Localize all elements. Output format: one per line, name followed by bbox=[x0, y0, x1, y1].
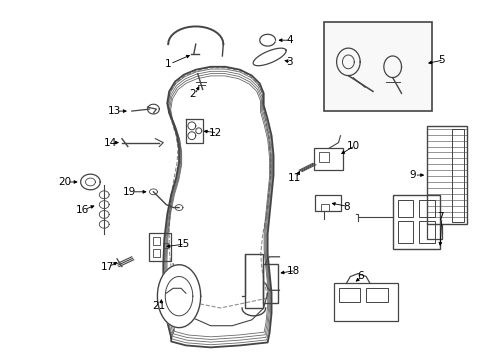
Bar bbox=[452, 129, 464, 222]
Text: 20: 20 bbox=[58, 177, 72, 187]
Text: 19: 19 bbox=[123, 187, 136, 197]
Bar bbox=[163, 243, 168, 248]
Text: 15: 15 bbox=[176, 239, 190, 249]
Bar bbox=[397, 200, 414, 217]
Text: 12: 12 bbox=[209, 128, 222, 138]
Text: 6: 6 bbox=[357, 271, 364, 282]
Bar bbox=[419, 221, 435, 243]
Bar bbox=[153, 249, 160, 257]
Text: 17: 17 bbox=[100, 262, 114, 272]
Text: 18: 18 bbox=[287, 266, 300, 276]
Bar bbox=[263, 264, 278, 303]
Bar bbox=[314, 148, 343, 170]
Polygon shape bbox=[253, 48, 286, 66]
Bar bbox=[339, 288, 360, 302]
Text: 13: 13 bbox=[107, 106, 121, 116]
Text: 9: 9 bbox=[409, 170, 416, 180]
Text: 11: 11 bbox=[288, 173, 301, 183]
Bar bbox=[419, 200, 435, 217]
Text: 3: 3 bbox=[286, 57, 293, 67]
Bar bbox=[392, 195, 440, 249]
Bar bbox=[324, 22, 432, 111]
Text: 4: 4 bbox=[286, 35, 293, 45]
Text: 2: 2 bbox=[190, 89, 196, 99]
Text: 21: 21 bbox=[153, 301, 166, 311]
Bar bbox=[245, 254, 263, 308]
Text: 14: 14 bbox=[103, 138, 117, 148]
Bar bbox=[397, 221, 414, 243]
Text: 10: 10 bbox=[347, 140, 360, 150]
Polygon shape bbox=[157, 265, 201, 328]
Bar bbox=[153, 237, 160, 245]
Bar bbox=[427, 126, 466, 224]
Bar bbox=[321, 204, 329, 211]
Bar bbox=[315, 195, 341, 211]
Text: 8: 8 bbox=[343, 202, 350, 212]
Bar bbox=[334, 283, 397, 321]
Text: 5: 5 bbox=[439, 55, 445, 65]
Text: 7: 7 bbox=[437, 212, 443, 222]
Bar bbox=[149, 233, 171, 261]
Bar bbox=[366, 288, 388, 302]
Text: 16: 16 bbox=[76, 204, 89, 215]
Bar bbox=[319, 152, 329, 162]
Text: 1: 1 bbox=[165, 59, 172, 69]
